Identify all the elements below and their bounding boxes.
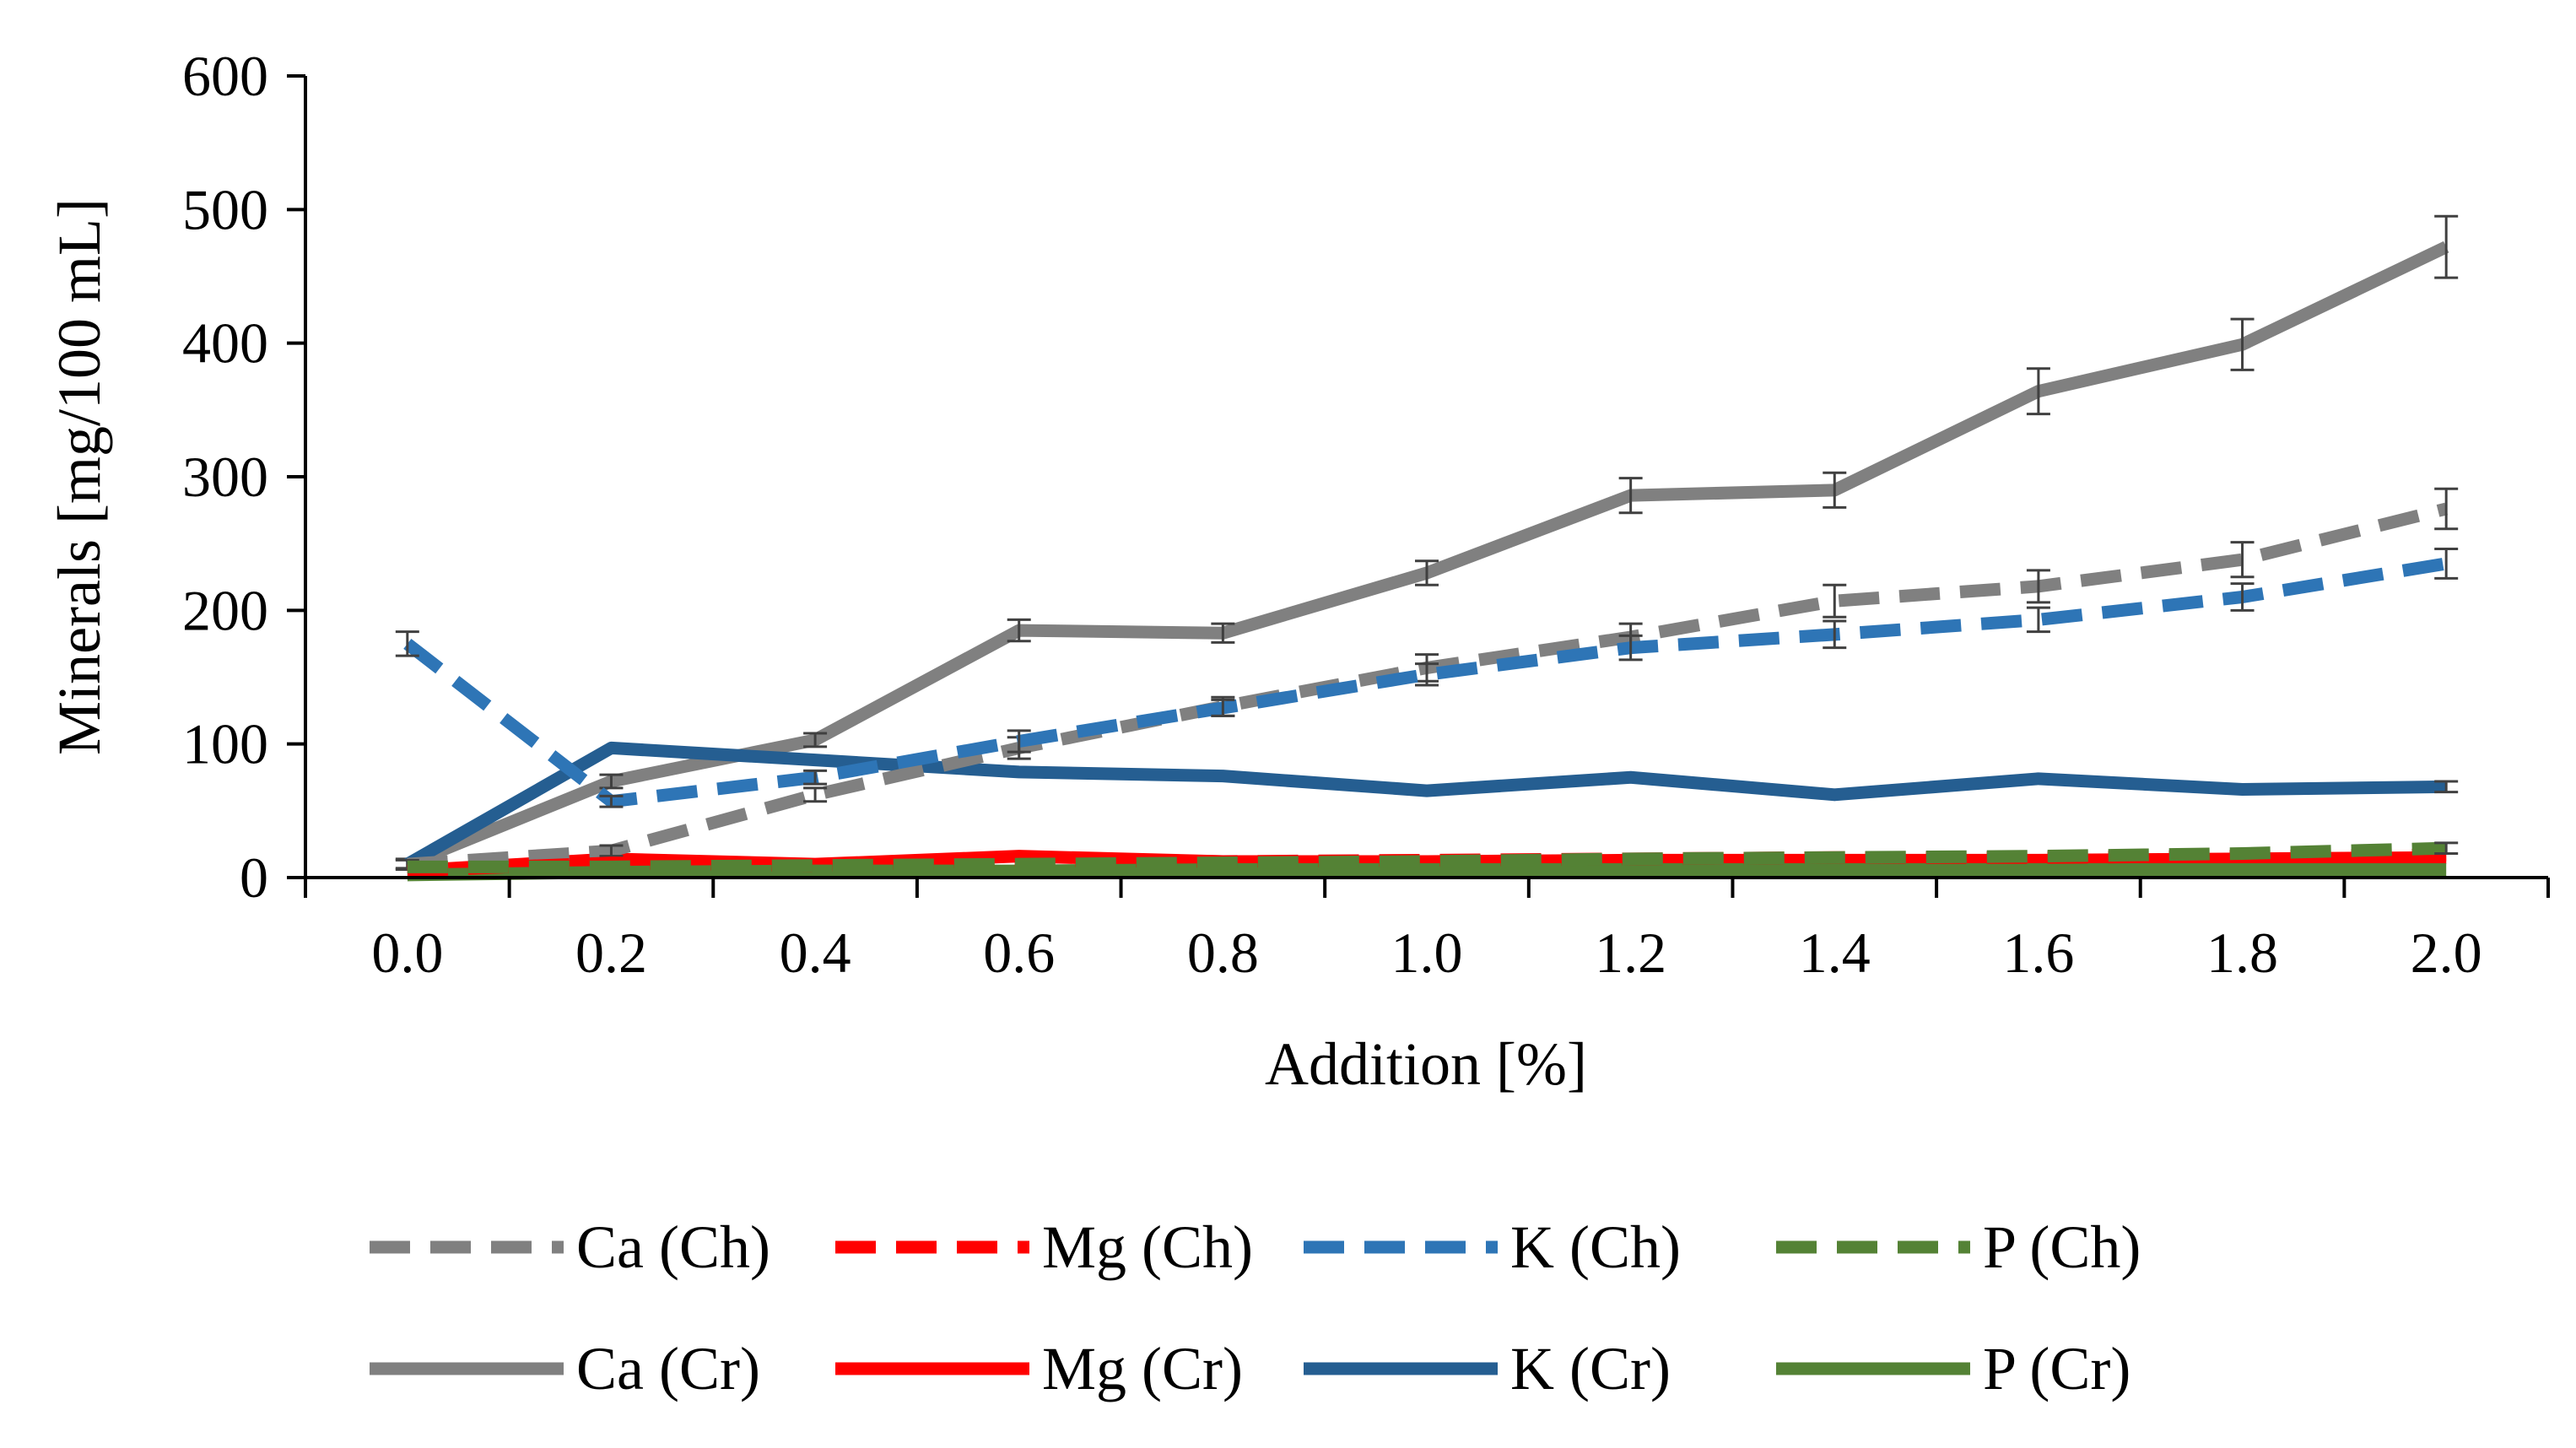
legend-label: Mg (Ch) xyxy=(1042,1213,1253,1281)
error-bar-ca-cr xyxy=(1007,618,1031,643)
legend-item-p-ch: P (Ch) xyxy=(1776,1213,2141,1281)
plot-area xyxy=(395,214,2459,882)
legend-label: P (Ch) xyxy=(1983,1213,2141,1281)
error-bar-ca-cr xyxy=(1823,471,1847,509)
legend-item-ca-ch: Ca (Ch) xyxy=(370,1213,770,1281)
x-tick-label: 0.0 xyxy=(371,921,443,985)
legend-label: Mg (Cr) xyxy=(1042,1335,1243,1402)
x-tick-label: 1.4 xyxy=(1799,921,1871,985)
legend-label: K (Cr) xyxy=(1510,1335,1671,1402)
x-tick-label: 1.6 xyxy=(2002,921,2074,985)
legend-item-k-cr: K (Cr) xyxy=(1304,1335,1671,1402)
x-tick-label: 1.2 xyxy=(1595,921,1666,985)
error-bar-k-ch xyxy=(599,794,624,808)
error-bar-ca-ch xyxy=(803,786,828,803)
error-bar-k-ch xyxy=(2434,548,2459,580)
y-tick-label: 600 xyxy=(182,44,268,108)
x-tick-label: 1.0 xyxy=(1391,921,1463,985)
y-tick-label: 500 xyxy=(182,177,268,241)
error-bar-k-ch xyxy=(1211,698,1235,717)
error-bar-ca-cr xyxy=(2230,317,2255,371)
error-bar-p-ch xyxy=(2434,841,2459,855)
legend-item-mg-ch: Mg (Ch) xyxy=(835,1213,1253,1281)
error-bar-k-cr xyxy=(2434,780,2459,794)
error-bar-ca-cr xyxy=(2434,214,2459,279)
error-bar-k-ch xyxy=(1007,729,1031,754)
error-bar-ca-cr xyxy=(1211,622,1235,644)
error-bar-ca-cr xyxy=(1618,477,1643,515)
error-bar-ca-cr xyxy=(1415,559,1439,586)
error-bar-k-ch xyxy=(2026,606,2050,634)
series-line-p-ch xyxy=(407,841,2447,873)
x-tick-label: 1.8 xyxy=(2206,921,2278,985)
x-tick-label: 2.0 xyxy=(2411,921,2482,985)
error-bar-ca-ch xyxy=(1823,583,1847,619)
legend-item-ca-cr: Ca (Cr) xyxy=(370,1335,760,1402)
error-bar-ca-ch xyxy=(2434,487,2459,531)
x-tick-label: 0.2 xyxy=(575,921,647,985)
error-bar-k-ch xyxy=(2230,582,2255,612)
error-bar-ca-cr xyxy=(803,732,828,748)
error-bar-ca-ch xyxy=(2230,541,2255,579)
series-line-ca-cr xyxy=(404,240,2449,871)
error-bar-ca-ch xyxy=(2026,569,2050,604)
legend-label: P (Cr) xyxy=(1983,1335,2130,1402)
series-line-k-cr xyxy=(404,741,2447,870)
y-tick-label: 400 xyxy=(182,311,268,376)
error-bar-k-ch xyxy=(1618,634,1643,662)
error-bar-ca-cr xyxy=(2026,367,2050,416)
legend-label: Ca (Ch) xyxy=(576,1213,770,1281)
legend-label: Ca (Cr) xyxy=(576,1335,760,1402)
series-line-k-ch xyxy=(403,557,2448,808)
y-tick-label: 200 xyxy=(182,578,268,642)
error-bar-k-ch xyxy=(395,630,419,657)
error-bar-ca-ch xyxy=(599,844,624,858)
error-bar-k-ch xyxy=(803,769,828,786)
x-tick-label: 0.8 xyxy=(1187,921,1259,985)
y-tick-label: 100 xyxy=(182,712,268,776)
legend-label: K (Ch) xyxy=(1510,1213,1681,1281)
x-axis-title: Addition [%] xyxy=(1265,1030,1587,1098)
y-axis-title: Minerals [mg/100 mL] xyxy=(46,198,113,755)
y-tick-label: 300 xyxy=(182,445,268,509)
legend: Ca (Ch) Mg (Ch) K (Ch) P (Ch) Ca (Cr) Mg (Cr)… xyxy=(370,1213,2141,1402)
error-bar-k-ch xyxy=(1415,662,1439,687)
error-bar-k-ch xyxy=(1823,619,1847,650)
y-tick-label: 0 xyxy=(240,846,268,910)
axes: 0 100 200 300 400 500 600 0.0 0.2 0.4 0.6 0.8 1.0 1.2… xyxy=(182,44,2550,985)
legend-item-mg-cr: Mg (Cr) xyxy=(835,1335,1243,1402)
x-tick-label: 0.6 xyxy=(983,921,1055,985)
legend-item-k-ch: K (Ch) xyxy=(1304,1213,1681,1281)
legend-item-p-cr: P (Cr) xyxy=(1776,1335,2130,1402)
x-tick-label: 0.4 xyxy=(780,921,851,985)
